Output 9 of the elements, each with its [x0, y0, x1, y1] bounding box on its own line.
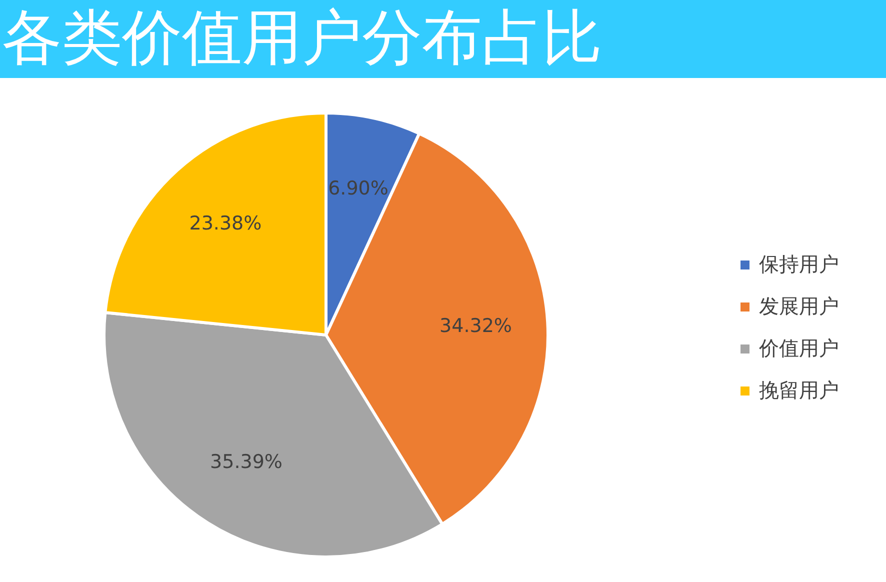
data-label: 34.32%	[440, 315, 512, 338]
data-label: 6.90%	[328, 178, 388, 200]
legend-label: 保持用户	[759, 252, 839, 276]
legend-label: 挽留用户	[759, 378, 839, 402]
chart-title: 各类价值用户分布占比	[0, 0, 886, 78]
legend-label: 发展用户	[759, 294, 839, 318]
data-label: 23.38%	[189, 212, 262, 235]
legend-label: 价值用户	[758, 336, 839, 360]
data-label: 35.39%	[210, 451, 282, 474]
